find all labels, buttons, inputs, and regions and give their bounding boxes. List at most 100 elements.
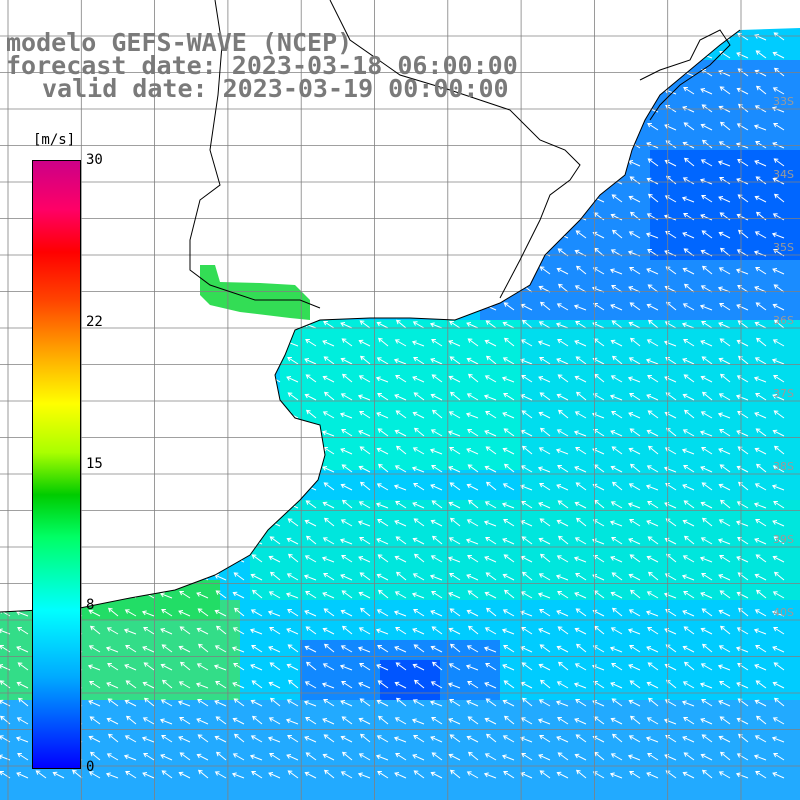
- wind-arrow: [539, 301, 551, 311]
- wind-arrow: [287, 735, 299, 743]
- wind-arrow: [393, 106, 407, 113]
- wind-arrow: [160, 376, 173, 383]
- wind-arrow: [341, 464, 353, 473]
- wind-arrow: [105, 394, 119, 401]
- wind-arrow: [627, 376, 641, 383]
- wind-arrow: [755, 554, 767, 563]
- wind-arrow: [719, 177, 731, 185]
- wind-arrow: [448, 375, 461, 383]
- wind-arrow: [215, 177, 227, 185]
- wind-arrow: [88, 700, 101, 707]
- wind-arrow: [467, 625, 479, 635]
- wind-arrow: [179, 465, 191, 473]
- wind-arrow: [268, 717, 281, 725]
- wind-arrow: [394, 520, 407, 527]
- wind-arrow: [376, 735, 389, 743]
- wind-arrow: [269, 697, 281, 707]
- wind-arrow: [573, 430, 587, 437]
- wind-arrow: [628, 447, 641, 455]
- wind-arrow: [771, 610, 785, 617]
- wind-arrow: [485, 285, 497, 293]
- wind-arrow: [466, 196, 479, 203]
- wind-arrow: [340, 448, 353, 455]
- wind-arrow: [393, 358, 407, 365]
- wind-arrow: [107, 194, 119, 203]
- wind-arrow: [358, 123, 371, 131]
- wind-arrow: [106, 682, 119, 689]
- wind-arrow: [485, 663, 497, 671]
- wind-arrow: [484, 753, 497, 761]
- wind-arrow: [718, 141, 731, 149]
- wind-arrow: [465, 412, 479, 419]
- wind-arrow: [17, 410, 29, 419]
- wind-arrow: [286, 663, 299, 671]
- wind-arrow: [485, 411, 497, 419]
- wind-arrow: [106, 304, 119, 311]
- wind-arrow: [123, 502, 137, 509]
- wind-arrow: [501, 754, 515, 761]
- wind-arrow: [395, 193, 407, 203]
- wind-arrow: [503, 645, 515, 653]
- wind-arrow: [485, 537, 497, 545]
- wind-arrow: [647, 662, 659, 671]
- wind-arrow: [503, 141, 515, 149]
- wind-arrow: [395, 571, 407, 581]
- wind-arrow: [268, 681, 281, 689]
- wind-arrow: [413, 735, 425, 743]
- wind-arrow: [17, 319, 29, 329]
- wind-arrow: [0, 393, 11, 401]
- wind-arrow: [161, 427, 173, 437]
- wind-arrow: [772, 394, 785, 401]
- wind-arrow: [339, 160, 353, 167]
- wind-arrow: [611, 607, 623, 617]
- wind-arrow: [267, 232, 281, 239]
- wind-arrow: [737, 159, 749, 167]
- wind-arrow: [106, 123, 119, 131]
- wind-arrow: [628, 573, 641, 581]
- wind-arrow: [502, 483, 515, 491]
- wind-arrow: [485, 320, 497, 329]
- wind-arrow: [449, 517, 461, 527]
- wind-arrow: [736, 501, 749, 509]
- wind-arrow: [107, 320, 119, 329]
- wind-arrow: [449, 769, 461, 779]
- wind-arrow: [683, 157, 695, 167]
- wind-arrow: [557, 717, 569, 725]
- wind-arrow: [197, 104, 209, 113]
- wind-arrow: [682, 484, 695, 491]
- wind-arrow: [430, 177, 443, 185]
- wind-arrow: [89, 499, 101, 509]
- wind-arrow: [647, 501, 659, 509]
- wind-arrow: [736, 178, 749, 185]
- wind-arrow: [647, 319, 659, 329]
- wind-arrow: [197, 230, 209, 239]
- wind-arrow: [681, 700, 695, 707]
- wind-arrow: [719, 499, 731, 509]
- wind-arrow: [214, 357, 227, 365]
- wind-arrow: [718, 483, 731, 491]
- wind-arrow: [466, 393, 479, 401]
- wind-arrow: [681, 196, 695, 203]
- wind-arrow: [123, 124, 137, 131]
- wind-arrow: [160, 447, 173, 455]
- wind-arrow: [249, 376, 263, 383]
- wind-arrow: [539, 770, 551, 779]
- wind-arrow: [161, 735, 173, 743]
- wind-arrow: [503, 589, 515, 599]
- wind-arrow: [503, 680, 515, 689]
- wind-arrow: [16, 303, 29, 311]
- wind-arrow: [377, 302, 389, 311]
- wind-arrow: [214, 483, 227, 491]
- wind-arrow: [358, 591, 371, 599]
- wind-arrow: [305, 465, 317, 473]
- wind-arrow: [503, 715, 515, 725]
- wind-arrow: [610, 591, 623, 599]
- wind-arrow: [556, 519, 569, 527]
- wind-arrow: [575, 608, 587, 617]
- wind-arrow: [628, 664, 641, 671]
- wind-arrow: [502, 735, 515, 743]
- wind-arrow: [521, 571, 533, 581]
- wind-arrow: [376, 412, 389, 419]
- wind-arrow: [286, 573, 299, 581]
- wind-arrow: [124, 412, 137, 419]
